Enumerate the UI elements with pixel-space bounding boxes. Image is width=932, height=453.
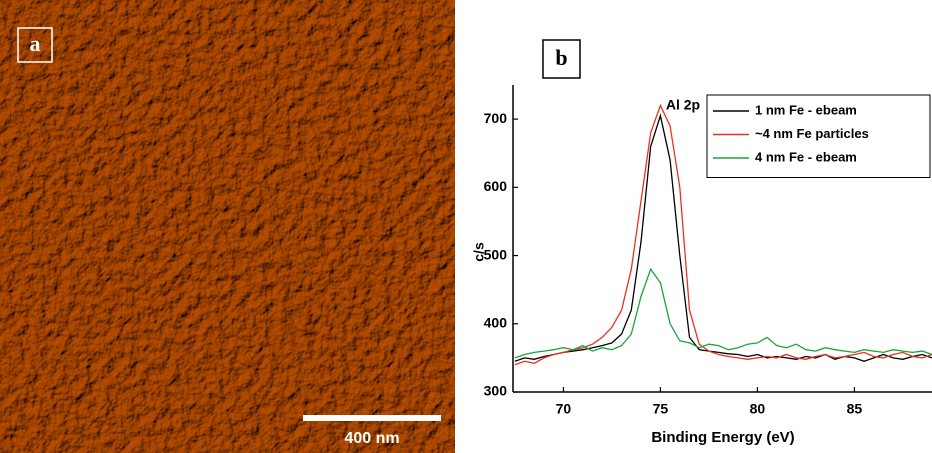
x-tick-label: 80 xyxy=(750,401,766,417)
legend-box xyxy=(706,94,931,178)
y-tick-label: 700 xyxy=(484,110,508,126)
panel-label-box xyxy=(542,39,581,79)
y-tick-label: 300 xyxy=(484,383,508,399)
peak-annotation: Al 2p xyxy=(666,97,700,113)
afm-image xyxy=(0,0,455,453)
series-line xyxy=(514,267,932,359)
panel-label: b xyxy=(555,45,567,70)
panel-label: a xyxy=(30,31,41,56)
y-tick-label: 600 xyxy=(484,178,508,194)
panel-label-box xyxy=(17,27,53,63)
x-axis-label: Binding Energy (eV) xyxy=(651,429,794,446)
x-tick-label: 85 xyxy=(847,401,863,417)
legend-label: ~4 nm Fe particles xyxy=(755,126,869,141)
y-tick-label: 400 xyxy=(484,314,508,330)
x-tick-label: 75 xyxy=(653,401,669,417)
scale-bar-label: 400 nm xyxy=(344,430,399,447)
legend-label: 4 nm Fe - ebeam xyxy=(755,149,857,164)
y-tick-label: 500 xyxy=(484,246,508,262)
plot: 300 400 500 600 700 70 75 80 85 1 nm Fe - ebeam ~4… xyxy=(484,85,932,417)
legend-label: 1 nm Fe - ebeam xyxy=(755,102,857,117)
y-axis-label: c/s xyxy=(471,242,487,262)
x-tick-label: 70 xyxy=(556,401,572,417)
series-line xyxy=(514,113,932,362)
